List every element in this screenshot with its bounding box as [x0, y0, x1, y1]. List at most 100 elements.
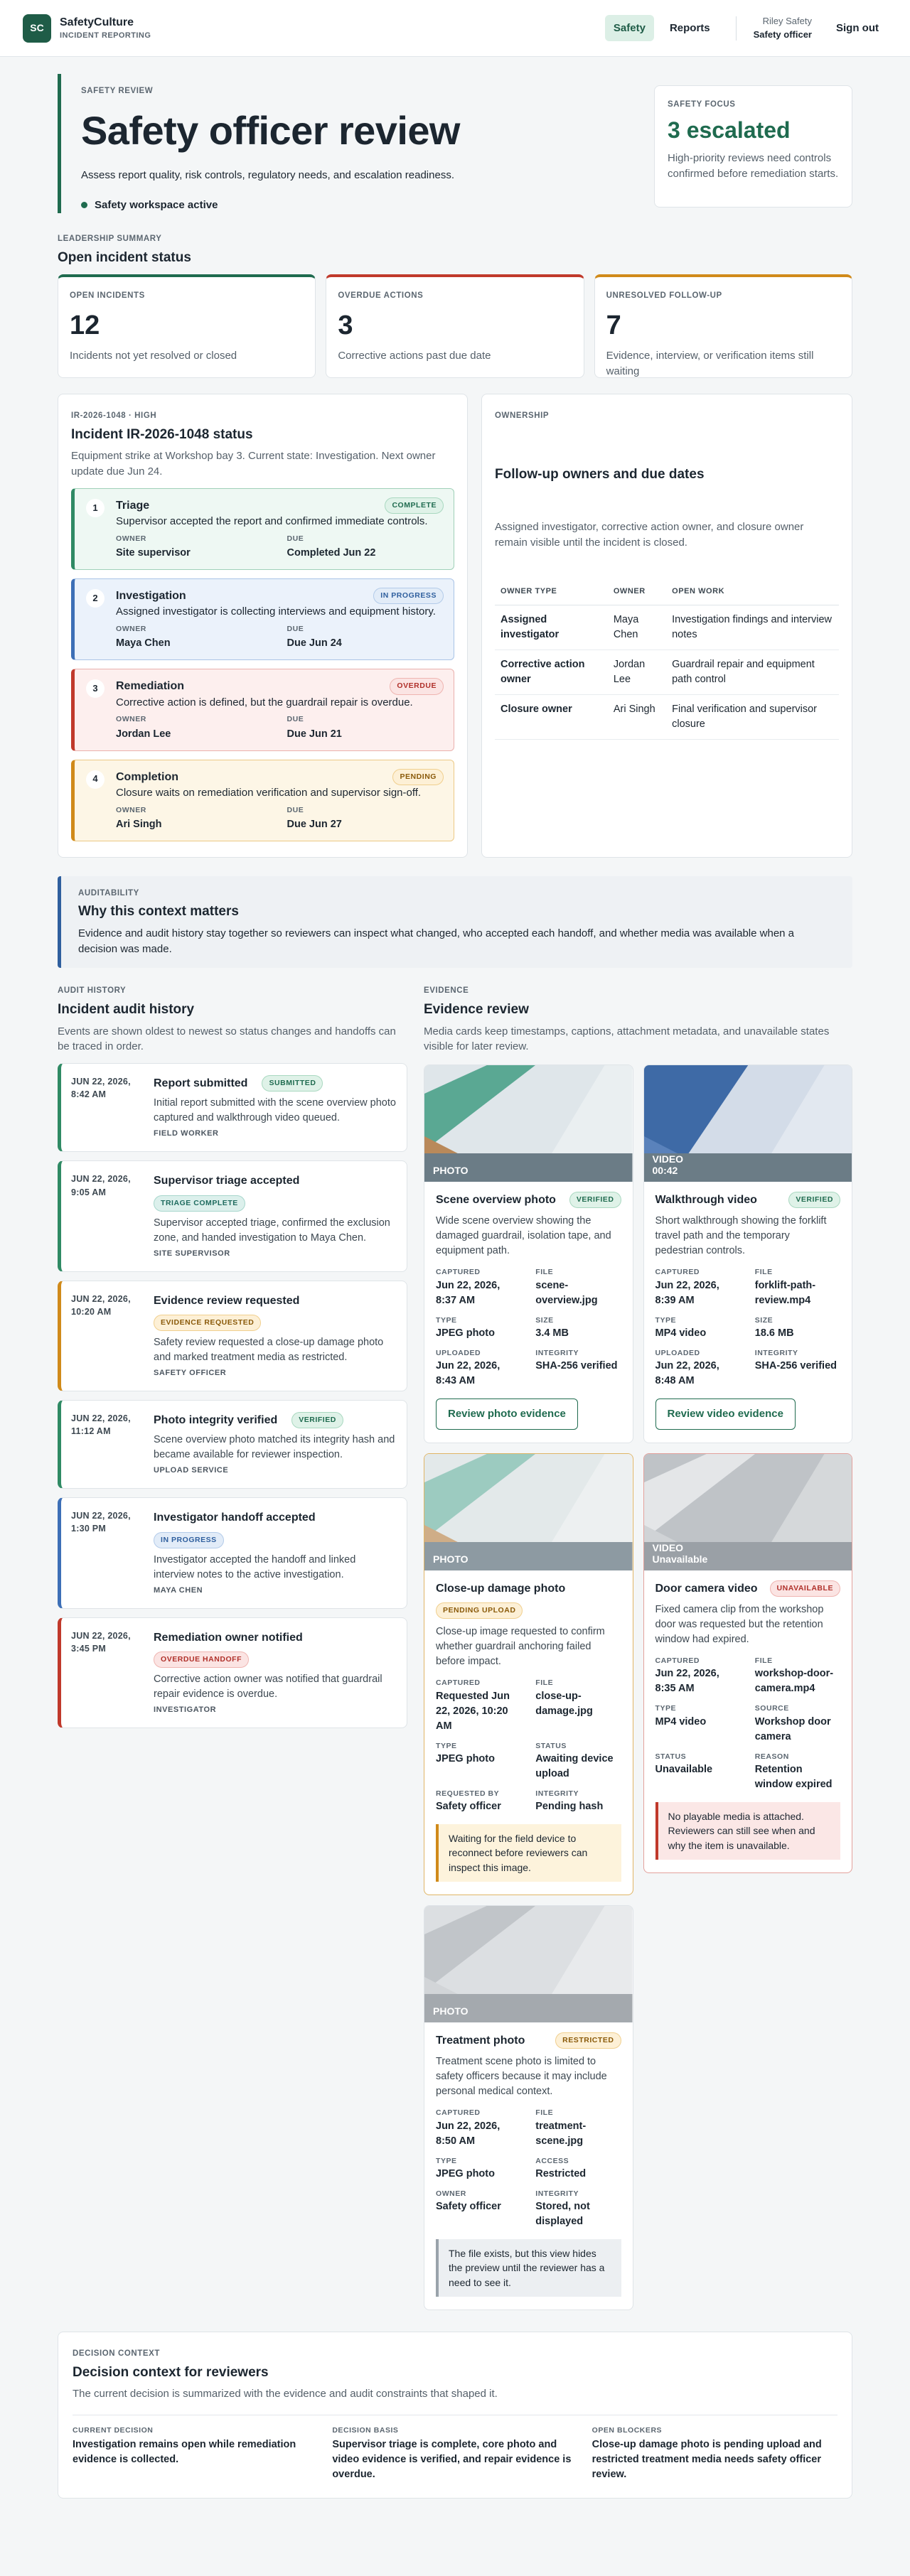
table-cell: Jordan Lee: [607, 650, 667, 695]
event-title: Report submitted: [154, 1077, 248, 1090]
event-text: Safety review requested a close-up damag…: [154, 1337, 384, 1364]
brand-subtitle: INCIDENT REPORTING: [60, 31, 151, 41]
nav-link[interactable]: Safety: [604, 14, 654, 42]
review-button[interactable]: Review video evidence: [655, 1399, 796, 1430]
decision-label: OPEN BLOCKERS: [592, 2425, 663, 2435]
decision-item: DECISION BASIS Supervisor triage is compl…: [332, 2425, 577, 2482]
meta-label: CAPTURED: [436, 2108, 481, 2118]
step-title: Investigation: [116, 590, 186, 603]
table-row: Corrective action owner Jordan Lee Guardra…: [495, 650, 839, 695]
evidence-head: Close-up damage photo PENDING UPLOAD: [436, 1580, 621, 1620]
step-title: Remediation: [116, 680, 185, 693]
evidence-body: Door camera video UNAVAILABLE Fixed camera…: [644, 1570, 852, 1872]
review-button[interactable]: Review photo evidence: [436, 1399, 578, 1430]
media-shape: [643, 1541, 852, 1570]
page-title: Safety officer review: [81, 107, 460, 153]
stat-text: Incidents not yet resolved or closed: [70, 349, 237, 362]
description: Assess report quality, risk controls, re…: [81, 168, 454, 181]
meta-field: SIZE 3.4 MB: [535, 1315, 621, 1341]
meta-label: DUE: [287, 625, 304, 634]
step-head: Triage COMPLETE: [116, 497, 444, 514]
section-title: Incident audit history: [58, 1002, 195, 1018]
meta-value: Stored, not displayed: [535, 2201, 590, 2228]
brand: SafetyCulture: [60, 16, 134, 28]
event-title: Photo integrity verified: [154, 1414, 278, 1427]
step-body: Remediation OVERDUE Corrective action is d…: [116, 678, 444, 741]
event-actor: FIELD WORKER: [154, 1129, 219, 1138]
eyebrow: DECISION CONTEXT: [73, 2349, 160, 2358]
media-shape: [424, 1541, 633, 1570]
table-cell: Maya Chen: [607, 605, 667, 650]
nav-link[interactable]: Reports: [669, 21, 710, 34]
sign-out[interactable]: Sign out: [836, 21, 879, 34]
eyebrow: IR-2026-1048 · HIGH: [71, 411, 157, 421]
step-head: Remediation OVERDUE: [116, 678, 444, 695]
media-preview: VIDEO Unavailable: [643, 1453, 852, 1570]
media-label-line: PHOTO: [433, 2005, 469, 2017]
meta-label: UPLOADED: [436, 1348, 481, 1357]
evidence-meta: CAPTURED Jun 22, 2026, 8:35 AM FILE worksho…: [655, 1656, 841, 1792]
badge: VERIFIED: [291, 1412, 343, 1429]
meta-field: CAPTURED Jun 22, 2026, 8:39 AM: [655, 1267, 741, 1308]
section-title: Open incident status: [58, 249, 191, 265]
eyebrow: AUDITABILITY: [78, 888, 139, 898]
meta-label: FILE: [535, 1678, 554, 1688]
media-label: PHOTO: [433, 1553, 469, 1565]
table-row: Assigned investigator Maya Chen Investigat…: [495, 605, 839, 650]
evidence-card: PHOTO Scene overview photo VERIFIED Wide sc…: [424, 1065, 633, 1443]
step-text: Supervisor accepted the report and confi…: [116, 515, 428, 528]
evidence-text: Short walkthrough showing the forklift t…: [655, 1215, 827, 1257]
badge: VERIFIED: [788, 1192, 840, 1209]
evidence-meta: CAPTURED Requested Jun 22, 2026, 10:20 AM…: [436, 1678, 621, 1814]
meta-label: STATUS: [655, 1752, 687, 1761]
event-text: Initial report submitted with the scene …: [154, 1097, 396, 1124]
media-art: [424, 1453, 633, 1570]
evidence-text: Treatment scene photo is limited to safe…: [436, 2056, 607, 2098]
audit-event: JUN 22, 2026, 1:30 PM Investigator handof…: [58, 1497, 407, 1609]
media-shape: [549, 1065, 633, 1158]
media-label-line: Unavailable: [652, 1553, 708, 1565]
evidence-text: Wide scene overview showing the damaged …: [436, 1215, 611, 1257]
meta-field: FILE close-up-damage.jpg: [535, 1678, 621, 1733]
badge: IN PROGRESS: [373, 588, 444, 605]
meta-field: FILE treatment-scene.jpg: [535, 2108, 621, 2148]
meta-label: FILE: [754, 1656, 773, 1666]
table-cell: Closure owner: [495, 694, 608, 740]
meta-label: SIZE: [754, 1315, 774, 1325]
event-body: Report submitted SUBMITTED Initial report …: [154, 1075, 397, 1140]
step-text: Assigned investigator is collecting inte…: [116, 605, 436, 618]
step-title: Completion: [116, 770, 178, 783]
meta-label: DUE: [287, 805, 304, 814]
meta-field: REASON Retention window expired: [755, 1752, 840, 1792]
badge: UNAVAILABLE: [769, 1580, 840, 1597]
media-preview: PHOTO: [424, 1453, 633, 1570]
badge: RESTRICTED: [555, 2032, 621, 2049]
meta-field: UPLOADED Jun 22, 2026, 8:43 AM: [436, 1348, 521, 1389]
event-title: Evidence review requested: [154, 1294, 300, 1307]
evidence-body: Close-up damage photo PENDING UPLOAD Close…: [424, 1570, 633, 1895]
meta-value: JPEG photo: [436, 1752, 495, 1764]
meta-label: DUE: [287, 715, 304, 724]
focus-title: 3 escalated: [668, 117, 791, 143]
media-shape: [424, 1065, 535, 1151]
auditability-text: Evidence and audit history stay together…: [78, 927, 795, 955]
user-name: Riley Safety: [762, 15, 812, 26]
evidence-head: Treatment photo RESTRICTED: [436, 2032, 621, 2049]
user-role: Safety officer: [753, 28, 812, 40]
audit-event: JUN 22, 2026, 9:05 AM Supervisor triage a…: [58, 1160, 407, 1272]
table-header: OWNER TYPE OWNER OPEN WORK: [495, 578, 839, 605]
evidence-meta: CAPTURED Jun 22, 2026, 8:37 AM FILE scene-o…: [436, 1267, 621, 1389]
brand-block: SafetyCulture INCIDENT REPORTING: [60, 14, 151, 42]
event-body: Photo integrity verified VERIFIED Scene ov…: [154, 1412, 397, 1477]
event-date: JUN 22, 2026, 11:12 AM: [71, 1413, 131, 1437]
media-shape: [424, 1524, 466, 1546]
step-meta: OWNER DUE Site supervisor Completed Jun 22: [116, 534, 444, 561]
eyebrow: SAFETY REVIEW: [81, 87, 154, 95]
evidence-title: Door camera video: [655, 1582, 758, 1595]
media-label-line: VIDEO: [652, 1541, 684, 1553]
evidence-meta: CAPTURED Jun 22, 2026, 8:50 AM FILE treatme…: [436, 2108, 621, 2229]
step-head: Investigation IN PROGRESS: [116, 588, 444, 605]
meta-label: SIZE: [535, 1315, 554, 1325]
meta-label: TYPE: [436, 1741, 457, 1750]
